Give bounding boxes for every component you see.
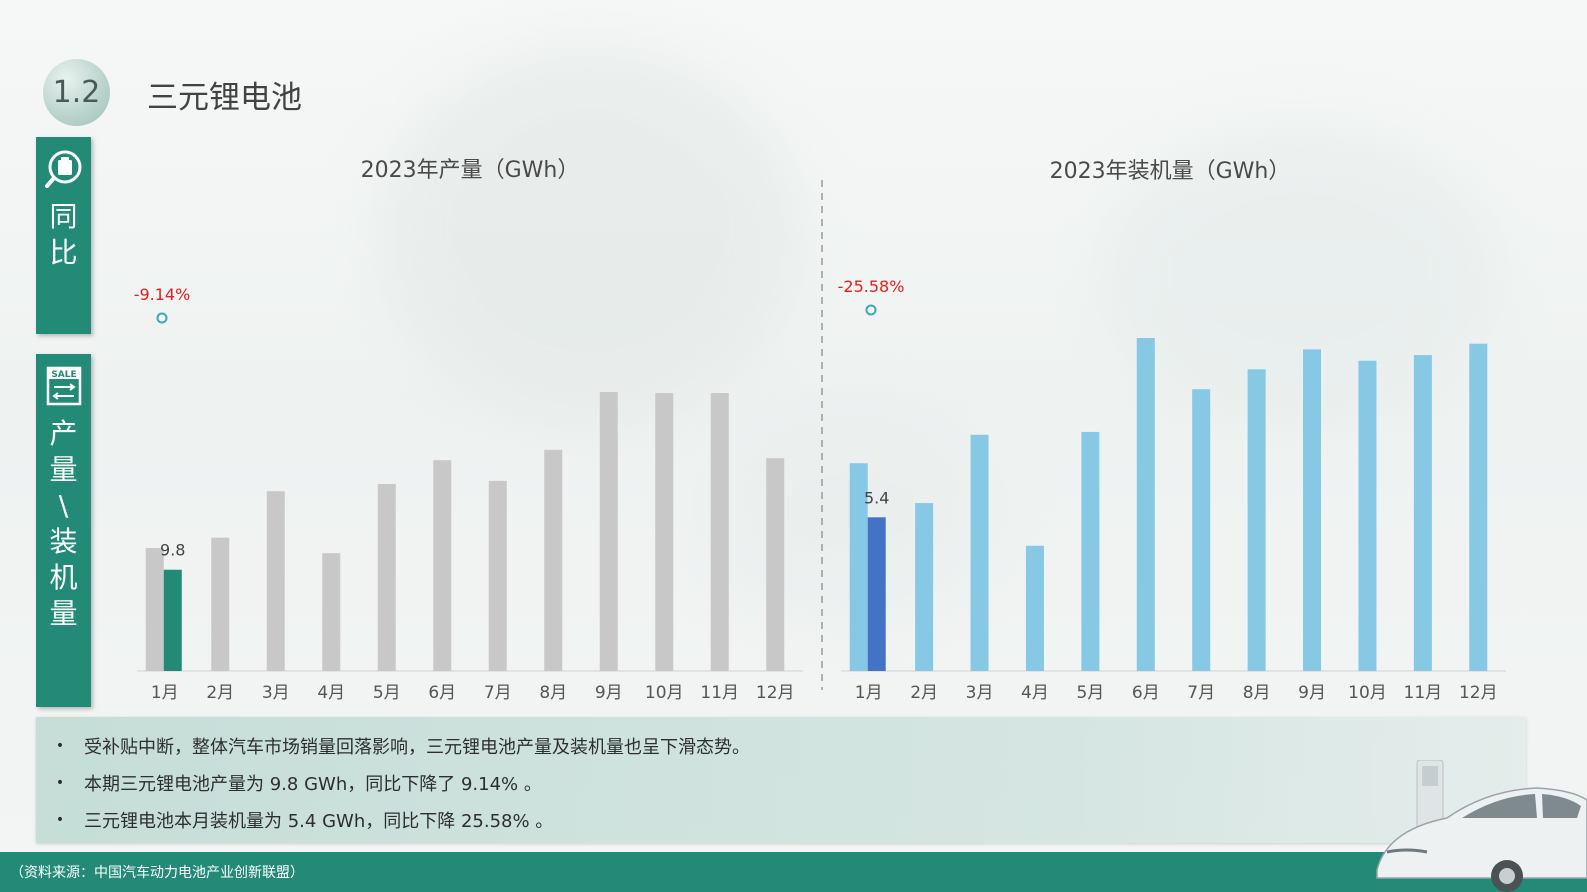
installed-tick-label: 5月: [1076, 683, 1104, 703]
production-tick-label: 8月: [539, 683, 567, 703]
installed-tick-label: 9月: [1298, 683, 1326, 703]
installed-bar: [915, 503, 934, 671]
production-bar: [266, 491, 285, 671]
page-title: 三元锂电池: [147, 80, 302, 116]
production-highlight-bar: [163, 569, 182, 671]
production-bar: [433, 460, 452, 671]
production-tick-label: 3月: [262, 683, 290, 703]
installed-tick-label: 8月: [1243, 683, 1271, 703]
installed-tick-label: 10月: [1348, 683, 1387, 703]
production-bar: [322, 553, 341, 671]
production-bar: [544, 449, 563, 671]
production-tick-label: 1月: [151, 683, 179, 703]
production-tick-label: 11月: [700, 683, 739, 703]
bullet-icon: •: [55, 775, 65, 791]
side-panel-output-char: 产: [49, 417, 78, 450]
background-blur: [1100, 120, 1500, 420]
note-item: • 本期三元锂电池产量为 9.8 GWh，同比下降了 9.14% 。: [36, 768, 542, 798]
ev-charging-car-icon: [1376, 760, 1587, 892]
installed-data-label: 5.4: [864, 488, 889, 507]
production-bar: [377, 483, 396, 671]
production-tick-label: 4月: [317, 683, 345, 703]
installed-bar: [849, 463, 868, 671]
side-panel-yoy-char: 比: [49, 236, 78, 269]
side-panel-output-char: 量: [49, 597, 78, 630]
installed-tick-label: 6月: [1132, 683, 1160, 703]
note-item: • 受补贴中断，整体汽车市场销量回落影响，三元锂电池产量及装机量也呈下滑态势。: [36, 731, 750, 761]
installed-tick-label: 7月: [1187, 683, 1215, 703]
note-text: 本期三元锂电池产量为 9.8 GWh，同比下降了 9.14% 。: [84, 774, 542, 795]
source-note: （资料来源：中国汽车动力电池产业创新联盟）: [10, 865, 304, 881]
installed-bar: [1081, 431, 1100, 671]
production-tick-label: 7月: [484, 683, 512, 703]
production-bar: [710, 393, 729, 671]
section-number: 1.2: [52, 75, 101, 110]
installed-bar: [1413, 355, 1432, 671]
installed-yoy-label: -25.58%: [838, 277, 905, 296]
sale-icon-text: SALE: [51, 370, 76, 380]
magnifier-document-icon: [44, 149, 84, 193]
production-yoy-marker: [156, 312, 168, 324]
installed-tick-label: 2月: [910, 683, 938, 703]
installed-bar: [970, 434, 989, 671]
note-item: • 三元锂电池本月装机量为 5.4 GWh，同比下降 25.58% 。: [36, 805, 553, 835]
side-panel-output-char: 机: [49, 561, 78, 594]
installed-bar: [1247, 369, 1266, 671]
side-panel-output-char: 装: [49, 525, 78, 558]
production-bar: [655, 393, 674, 671]
production-tick-label: 5月: [373, 683, 401, 703]
footer-bar: （资料来源：中国汽车动力电池产业创新联盟）: [0, 852, 1587, 892]
side-panel-output-char: \: [58, 489, 69, 522]
installed-yoy-marker: [865, 304, 877, 316]
installed-bar: [1136, 338, 1155, 671]
note-text: 受补贴中断，整体汽车市场销量回落影响，三元锂电池产量及装机量也呈下滑态势。: [84, 737, 750, 758]
installed-bar: [1025, 545, 1044, 671]
installed-bar: [1192, 389, 1211, 671]
side-panel-yoy-char: 同: [49, 200, 78, 233]
production-data-label: 9.8: [160, 541, 185, 560]
section-number-badge: 1.2: [43, 59, 110, 126]
installed-bar: [1358, 360, 1377, 671]
installed-tick-label: 3月: [966, 683, 994, 703]
production-yoy-label: -9.14%: [134, 285, 191, 304]
installed-chart-title: 2023年装机量（GWh）: [1049, 159, 1291, 184]
production-tick-label: 10月: [645, 683, 684, 703]
production-chart-title: 2023年产量（GWh）: [360, 158, 580, 183]
installed-bar: [1469, 343, 1488, 671]
bullet-icon: •: [55, 738, 65, 754]
background-blur: [380, 40, 800, 420]
installed-tick-label: 12月: [1459, 683, 1498, 703]
production-bar: [766, 458, 785, 671]
production-bar: [145, 548, 164, 671]
installed-highlight-bar: [867, 517, 886, 671]
production-tick-label: 9月: [595, 683, 623, 703]
sale-sheet-icon: SALE: [46, 366, 82, 410]
side-panel-yoy: 同 比: [36, 137, 91, 334]
installed-bar: [1303, 349, 1322, 671]
production-tick-label: 12月: [756, 683, 795, 703]
side-panel-output-installed: SALE 产 量 \ 装 机 量: [36, 354, 91, 707]
production-tick-label: 6月: [428, 683, 456, 703]
production-tick-label: 2月: [206, 683, 234, 703]
note-text: 三元锂电池本月装机量为 5.4 GWh，同比下降 25.58% 。: [84, 811, 554, 832]
installed-tick-label: 1月: [855, 683, 883, 703]
installed-tick-label: 4月: [1021, 683, 1049, 703]
production-bar: [211, 537, 230, 671]
production-bar: [488, 480, 507, 671]
production-bar: [599, 392, 618, 671]
side-panel-output-char: 量: [49, 453, 78, 486]
installed-tick-label: 11月: [1404, 683, 1443, 703]
notes-panel: • 受补贴中断，整体汽车市场销量回落影响，三元锂电池产量及装机量也呈下滑态势。 …: [36, 717, 1526, 843]
bullet-icon: •: [55, 812, 65, 828]
